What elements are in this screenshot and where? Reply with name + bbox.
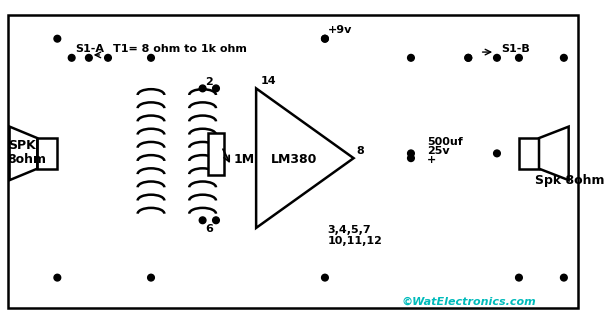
- Polygon shape: [10, 127, 37, 180]
- Text: S1-A: S1-A: [75, 44, 104, 54]
- Text: 10,11,12: 10,11,12: [328, 236, 383, 246]
- Circle shape: [213, 217, 219, 224]
- Circle shape: [408, 155, 414, 162]
- Circle shape: [465, 55, 471, 61]
- Circle shape: [560, 274, 567, 281]
- Circle shape: [68, 55, 75, 61]
- Text: Spk 8ohm: Spk 8ohm: [535, 174, 604, 187]
- Text: SPK: SPK: [7, 139, 36, 152]
- Circle shape: [322, 35, 329, 42]
- Text: +: +: [427, 155, 436, 165]
- Polygon shape: [539, 127, 569, 180]
- Polygon shape: [256, 89, 354, 228]
- Text: LM380: LM380: [270, 153, 317, 166]
- Text: T1= 8 ohm to 1k ohm: T1= 8 ohm to 1k ohm: [113, 44, 246, 54]
- Text: +9v: +9v: [328, 25, 352, 35]
- Circle shape: [199, 85, 206, 92]
- Circle shape: [408, 150, 414, 157]
- Text: 1M: 1M: [233, 152, 254, 166]
- Text: 6: 6: [205, 224, 213, 234]
- Circle shape: [199, 217, 206, 224]
- Circle shape: [54, 274, 61, 281]
- Circle shape: [105, 55, 112, 61]
- Text: 14: 14: [261, 76, 276, 86]
- Circle shape: [465, 55, 471, 61]
- Bar: [519, 138, 539, 169]
- Text: 25v: 25v: [427, 146, 450, 156]
- Text: 2: 2: [205, 77, 213, 87]
- Bar: [37, 138, 58, 169]
- Circle shape: [493, 55, 500, 61]
- Circle shape: [516, 274, 522, 281]
- Circle shape: [148, 55, 154, 61]
- Text: S1-B: S1-B: [501, 44, 530, 54]
- Circle shape: [560, 55, 567, 61]
- Circle shape: [408, 55, 414, 61]
- Circle shape: [86, 55, 92, 61]
- Circle shape: [213, 85, 219, 92]
- Text: ©WatElectronics.com: ©WatElectronics.com: [402, 297, 536, 307]
- Circle shape: [493, 150, 500, 157]
- Text: 8ohm: 8ohm: [7, 152, 47, 166]
- Circle shape: [148, 274, 154, 281]
- Circle shape: [322, 35, 329, 42]
- Circle shape: [54, 35, 61, 42]
- Text: 8: 8: [357, 146, 364, 156]
- Text: 3,4,5,7: 3,4,5,7: [328, 225, 371, 235]
- Circle shape: [322, 274, 329, 281]
- Circle shape: [516, 55, 522, 61]
- Text: 500uf: 500uf: [427, 137, 463, 147]
- Bar: [208, 133, 224, 175]
